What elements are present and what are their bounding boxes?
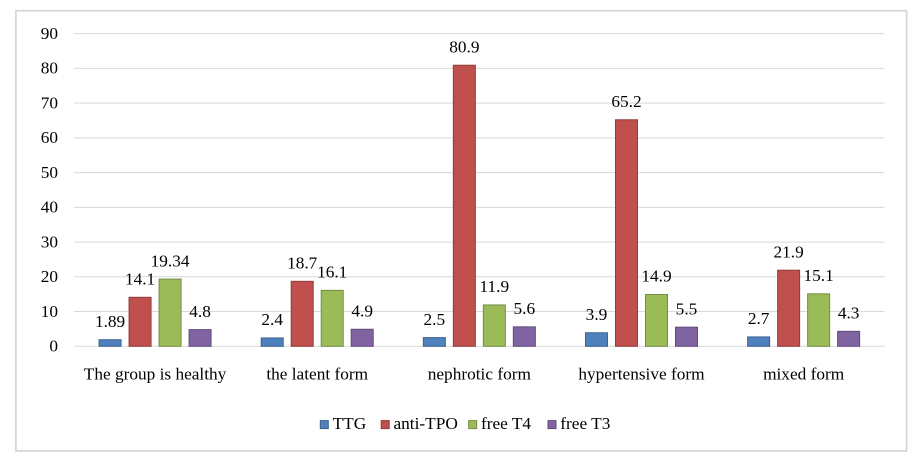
svg-text:free T4: free T4: [481, 414, 531, 433]
svg-text:3.9: 3.9: [586, 305, 608, 324]
svg-text:30: 30: [41, 232, 58, 251]
svg-text:70: 70: [41, 93, 58, 112]
svg-text:14.1: 14.1: [125, 270, 155, 289]
svg-text:90: 90: [41, 24, 58, 43]
svg-text:2.4: 2.4: [261, 310, 283, 329]
svg-text:mixed form: mixed form: [763, 365, 845, 384]
svg-text:21.9: 21.9: [774, 242, 804, 261]
svg-text:4.3: 4.3: [838, 304, 860, 323]
svg-text:2.5: 2.5: [424, 310, 446, 329]
svg-text:hypertensive form: hypertensive form: [578, 365, 705, 384]
svg-text:4.9: 4.9: [351, 301, 373, 320]
svg-text:0: 0: [49, 337, 58, 356]
svg-text:10: 10: [41, 302, 58, 321]
svg-text:80: 80: [41, 59, 58, 78]
svg-text:80.9: 80.9: [449, 37, 479, 56]
svg-text:16.1: 16.1: [317, 263, 347, 282]
svg-text:1.89: 1.89: [95, 312, 125, 331]
svg-text:anti-TPO: anti-TPO: [394, 414, 458, 433]
svg-text:14.9: 14.9: [641, 267, 671, 286]
svg-text:2.7: 2.7: [748, 309, 770, 328]
svg-text:18.7: 18.7: [287, 254, 318, 273]
svg-text:4.8: 4.8: [189, 302, 211, 321]
svg-text:the latent form: the latent form: [266, 365, 368, 384]
svg-text:nephrotic form: nephrotic form: [428, 365, 532, 384]
svg-text:TTG: TTG: [333, 414, 367, 433]
svg-text:5.6: 5.6: [514, 299, 536, 318]
svg-text:15.1: 15.1: [804, 266, 834, 285]
svg-text:20: 20: [41, 267, 58, 286]
svg-text:5.5: 5.5: [676, 299, 698, 318]
svg-text:40: 40: [41, 198, 58, 217]
svg-text:19.34: 19.34: [151, 251, 190, 270]
svg-text:11.9: 11.9: [480, 277, 510, 296]
svg-text:free T3: free T3: [560, 414, 610, 433]
svg-text:60: 60: [41, 128, 58, 147]
svg-text:65.2: 65.2: [611, 92, 641, 111]
svg-text:50: 50: [41, 163, 58, 182]
svg-text:The group is healthy: The group is healthy: [84, 365, 227, 384]
